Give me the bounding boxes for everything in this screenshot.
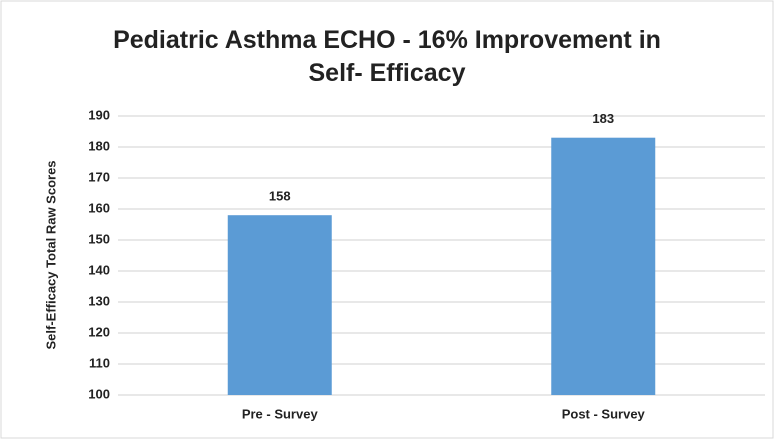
data-label: 158 xyxy=(269,189,291,204)
y-tick-label: 180 xyxy=(88,138,110,153)
bar xyxy=(227,215,332,395)
y-tick-label: 140 xyxy=(88,262,110,277)
y-tick-label: 120 xyxy=(88,324,110,339)
bar xyxy=(551,137,656,395)
chart-title: Pediatric Asthma ECHO - 16% Improvement … xyxy=(113,26,661,87)
y-tick-label: 150 xyxy=(88,231,110,246)
y-tick-label: 110 xyxy=(89,355,110,370)
x-tick-label: Pre - Survey xyxy=(242,406,319,421)
x-tick-label: Post - Survey xyxy=(562,406,646,421)
y-tick-label: 130 xyxy=(88,293,110,308)
y-tick-label: 100 xyxy=(88,386,110,401)
y-tick-label: 160 xyxy=(88,200,110,215)
y-axis-label: Self-Efficacy Total Raw Scores xyxy=(43,160,58,349)
data-label: 183 xyxy=(592,111,614,126)
y-tick-label: 170 xyxy=(88,169,110,184)
y-tick-label: 190 xyxy=(88,107,110,122)
